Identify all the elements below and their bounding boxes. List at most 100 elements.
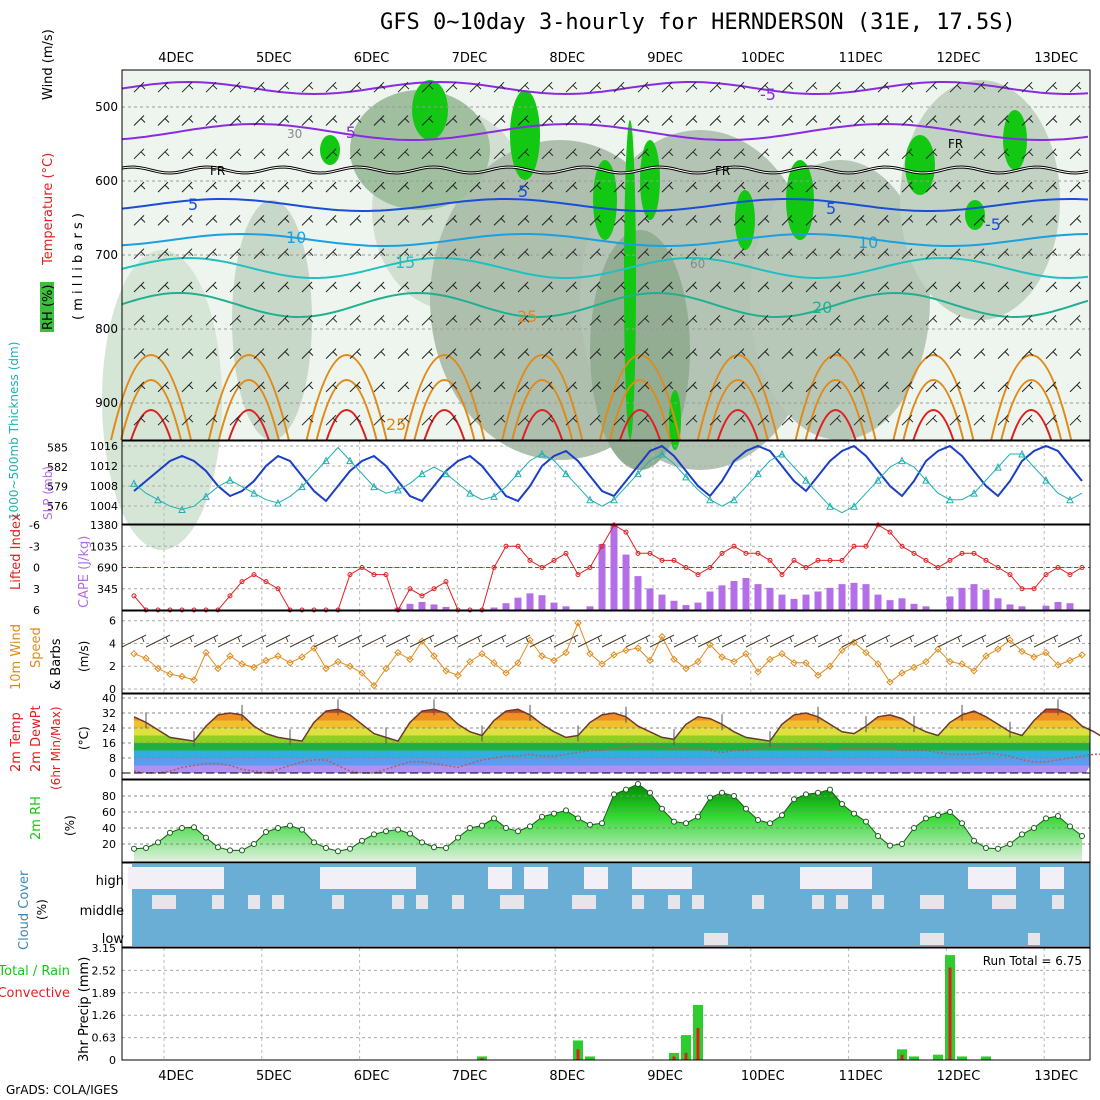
li-marker xyxy=(935,565,941,570)
thickness-marker xyxy=(994,462,1002,471)
contour-label: 10 xyxy=(858,233,878,252)
wind-barb xyxy=(877,248,890,260)
wind-barb xyxy=(157,115,170,126)
wind-barb xyxy=(949,215,962,226)
wind-barb xyxy=(421,115,434,126)
pressure-axis-label: ( m i l l i b a r s ) xyxy=(71,213,86,320)
wind-barb xyxy=(157,414,170,426)
wind-barb xyxy=(445,248,458,260)
wind-barb xyxy=(565,314,578,326)
wind-barb xyxy=(205,248,218,260)
wind-barb xyxy=(253,148,266,160)
wind-barb xyxy=(589,115,602,126)
wind-barb xyxy=(301,348,314,359)
day-label-bottom: 13DEC xyxy=(1034,1069,1078,1084)
wind-barb xyxy=(421,81,434,93)
rh-marker xyxy=(311,839,317,846)
cloud-axis-label: Cloud Cover xyxy=(17,870,32,950)
wind-barb xyxy=(997,381,1010,393)
wind-speed-marker xyxy=(550,656,558,665)
warm-contour xyxy=(110,354,192,441)
wind-barb xyxy=(829,215,842,226)
wind-barb xyxy=(973,248,986,260)
li-marker xyxy=(659,557,665,563)
wind-barb xyxy=(829,81,842,93)
cloud-mid xyxy=(932,895,944,909)
wind-barb xyxy=(469,314,482,326)
wind-barb xyxy=(613,181,626,193)
wind-barb xyxy=(469,148,482,160)
li-marker xyxy=(419,593,425,599)
li-axis-label: Lifted Index xyxy=(9,513,24,590)
day-label-top: 6DEC xyxy=(354,51,390,66)
wind-barb xyxy=(925,181,938,193)
wind-barb xyxy=(181,248,194,260)
wind-barb xyxy=(397,248,410,260)
wind-speed-marker xyxy=(154,664,162,673)
thickness-marker xyxy=(466,489,474,497)
wind-barb xyxy=(805,314,818,326)
wind-barb xyxy=(1069,148,1082,160)
wind-barb xyxy=(733,281,746,293)
cloud-mid xyxy=(332,895,344,909)
wind-barb xyxy=(709,215,722,226)
wind-barb xyxy=(949,381,962,393)
wind-speed-marker xyxy=(658,632,666,641)
wind-barb xyxy=(373,281,386,293)
temp-band xyxy=(134,709,1090,713)
li-marker xyxy=(131,593,137,599)
thickness-marker xyxy=(586,495,594,504)
wind-barb xyxy=(901,348,914,359)
wind-speed-marker xyxy=(226,652,234,660)
surface-wind-barb xyxy=(721,634,747,648)
wind-barb xyxy=(565,381,578,393)
rh-marker xyxy=(1007,841,1013,847)
wind-barb xyxy=(685,381,698,393)
cape-bar xyxy=(514,597,522,610)
wind-barb xyxy=(613,248,626,260)
wind-speed-marker xyxy=(574,619,582,627)
thickness-tick: 576 xyxy=(47,500,68,513)
li-tick: 0 xyxy=(33,562,40,575)
thickness-marker xyxy=(250,489,258,497)
wind-barb xyxy=(877,314,890,326)
rh-marker xyxy=(947,809,953,815)
cape-bar xyxy=(538,595,546,610)
wind-barb xyxy=(373,348,386,359)
wind-speed-marker xyxy=(1006,636,1014,644)
warm-contour xyxy=(423,409,466,441)
warm-contour xyxy=(609,379,671,441)
wind-barb xyxy=(853,148,866,160)
wind-barb xyxy=(181,115,194,126)
wind-barb xyxy=(205,215,218,226)
cloud-high xyxy=(380,867,392,889)
contour-label: FR xyxy=(210,164,225,178)
li-marker xyxy=(863,543,869,549)
li-marker xyxy=(263,579,269,585)
wind-barb xyxy=(685,81,698,93)
surface-wind-barb xyxy=(409,634,435,648)
rh-marker xyxy=(467,825,473,831)
li-marker xyxy=(1043,572,1049,578)
rh-marker xyxy=(419,839,425,846)
li-marker xyxy=(899,543,905,549)
thickness-marker xyxy=(322,456,330,465)
wind-axis-label: Wind (m/s) xyxy=(41,29,56,100)
wind-barb xyxy=(397,348,410,359)
contour-label: 5 xyxy=(826,199,836,218)
day-label-top: 5DEC xyxy=(256,51,292,66)
temp-contour-5 xyxy=(121,198,1089,212)
wind-barb xyxy=(781,215,794,226)
cloud-mid xyxy=(512,895,524,909)
li-marker xyxy=(647,550,653,556)
wind-speed-marker xyxy=(814,671,822,680)
wind-barb xyxy=(325,314,338,326)
cloud-mid xyxy=(152,895,164,909)
slp-tick: 1012 xyxy=(90,460,118,473)
rh-marker xyxy=(611,791,617,798)
wind-barb xyxy=(757,281,770,293)
surface-wind-barb xyxy=(265,634,291,648)
cloud-mid xyxy=(872,895,884,909)
day-label-top: 7DEC xyxy=(452,51,488,66)
thickness-marker xyxy=(490,492,498,500)
